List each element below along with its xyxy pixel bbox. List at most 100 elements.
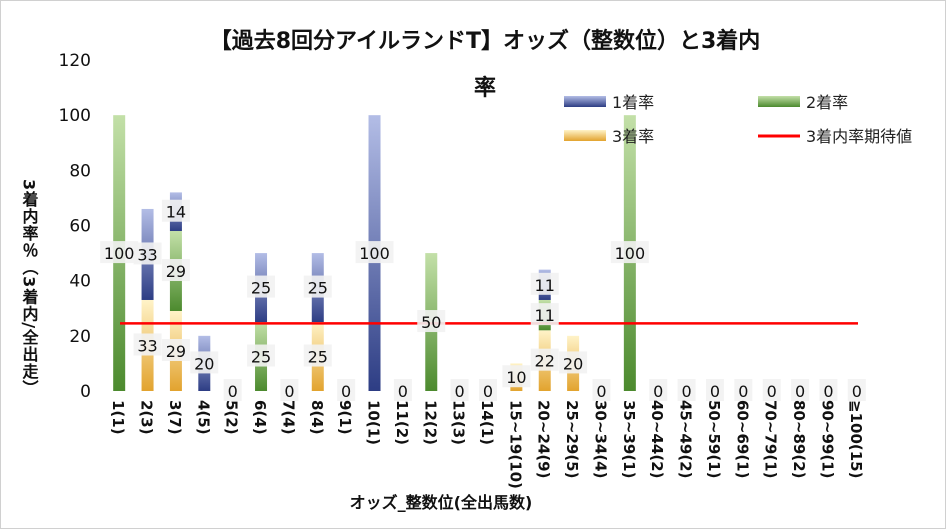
x-tick-label: ≧100(15) [847,400,865,478]
x-tick-label: 6(4) [251,400,269,435]
data-label: 33 [137,336,157,355]
legend: 1着率 2着率 3着率 3着内率期待値 [564,93,912,146]
x-axis-title: オッズ_整数位(全出馬数) [350,493,533,512]
data-label-bg [734,379,753,401]
data-label: 0 [483,382,493,401]
y-tick-label: 80 [69,161,91,181]
data-label-bg [393,379,412,401]
data-label-bg [479,379,497,401]
data-label: 29 [166,262,186,281]
x-tick-label: 2(3) [138,400,156,435]
x-tick-label: 1(1) [109,400,127,435]
legend-swatch-3rd [564,130,606,141]
data-label-bg [791,379,810,401]
x-tick-label: 11(2) [393,400,411,445]
data-label-bg [610,241,649,264]
y-axis-title: 3着内率％（3着内/全出走） [20,179,40,397]
data-label: 0 [681,382,691,401]
x-tick-label: 7(4) [279,400,297,435]
x-tick-label: 10(1) [365,400,383,445]
data-label-bg [762,379,781,401]
data-label-bg [280,379,299,401]
data-label-bg [355,241,394,264]
data-label: 20 [563,354,583,373]
data-label-bg [530,348,559,371]
x-tick-label: 60~69(1) [733,400,751,478]
chart-title-line1: 【過去8回分アイルランドT】オッズ（整数位）と3着内 [210,28,761,54]
y-tick-label: 120 [59,51,91,71]
legend-swatch-2nd [758,96,800,107]
data-label: 100 [359,244,390,263]
data-label: 14 [166,203,186,222]
data-label: 0 [284,382,294,401]
x-tick-label: 35~39(1) [620,400,638,478]
data-label-bg [559,351,588,374]
data-label: 25 [251,348,271,367]
data-label-bg [819,379,838,401]
x-tick-label: 5(2) [223,400,241,435]
data-label-bg [161,259,190,282]
data-label-bg [705,379,724,401]
x-tick-label: 9(1) [336,400,354,435]
x-tick-label: 20~24(9) [535,400,553,478]
data-label: 0 [710,382,720,401]
data-label-bg [303,275,332,298]
data-label-bg [337,379,356,401]
data-label: 0 [228,382,238,401]
data-label: 50 [421,313,441,332]
data-label-bg [303,344,332,367]
x-tick-label: 70~79(1) [762,400,780,478]
data-label: 100 [615,244,646,263]
data-label-bg [100,241,139,264]
x-tick-label: 8(4) [308,400,326,435]
x-tick-label: 45~49(2) [677,400,695,478]
data-label: 100 [104,244,135,263]
data-label-bg [133,333,162,356]
data-label-bg [677,379,696,401]
data-label-bg [133,242,162,265]
y-ticks: 0 20 40 60 80 100 120 [59,51,91,402]
legend-swatch-1st [564,96,606,107]
data-label-bg [161,199,190,222]
data-label: 0 [795,382,805,401]
chart-title-line2: 率 [474,75,496,101]
data-label-bg [530,303,559,326]
x-tick-label: 12(2) [421,400,439,445]
data-label-bg [190,351,219,374]
legend-label-2nd: 2着率 [806,93,848,112]
data-label: 10 [506,368,526,387]
y-tick-label: 0 [80,382,91,402]
x-tick-label: 13(3) [450,400,468,445]
data-label-bg [530,272,559,295]
x-tick-label: 4(5) [194,400,212,435]
x-tick-label: 80~89(2) [790,400,808,478]
y-tick-label: 40 [69,272,91,292]
x-ticks: 1(1) 2(3) 3(7) 4(5) 5(2) 6(4) 7(4) 8(4) 9(1) 10(1… [109,400,865,489]
data-label-bg [649,379,668,401]
data-label-bg [847,379,866,401]
x-tick-label: 40~44(2) [648,400,666,478]
data-label: 25 [308,348,328,367]
data-label: 0 [738,382,748,401]
data-label: 0 [823,382,833,401]
data-label: 25 [308,279,328,298]
data-label-bg [247,275,276,298]
data-label-bg [247,344,276,367]
data-label: 0 [653,382,663,401]
data-label: 11 [535,276,555,295]
data-label: 22 [535,352,555,371]
x-tick-label: 25~29(5) [563,400,581,478]
data-label-bg [592,379,611,401]
y-tick-label: 20 [69,327,91,347]
data-label-bg [223,379,242,401]
data-label-bg [450,379,469,401]
data-label: 20 [194,354,214,373]
data-label: 0 [852,382,862,401]
data-label: 33 [137,245,157,264]
y-tick-label: 100 [59,106,91,126]
data-label: 0 [596,382,606,401]
legend-label-3rd: 3着率 [612,127,654,146]
